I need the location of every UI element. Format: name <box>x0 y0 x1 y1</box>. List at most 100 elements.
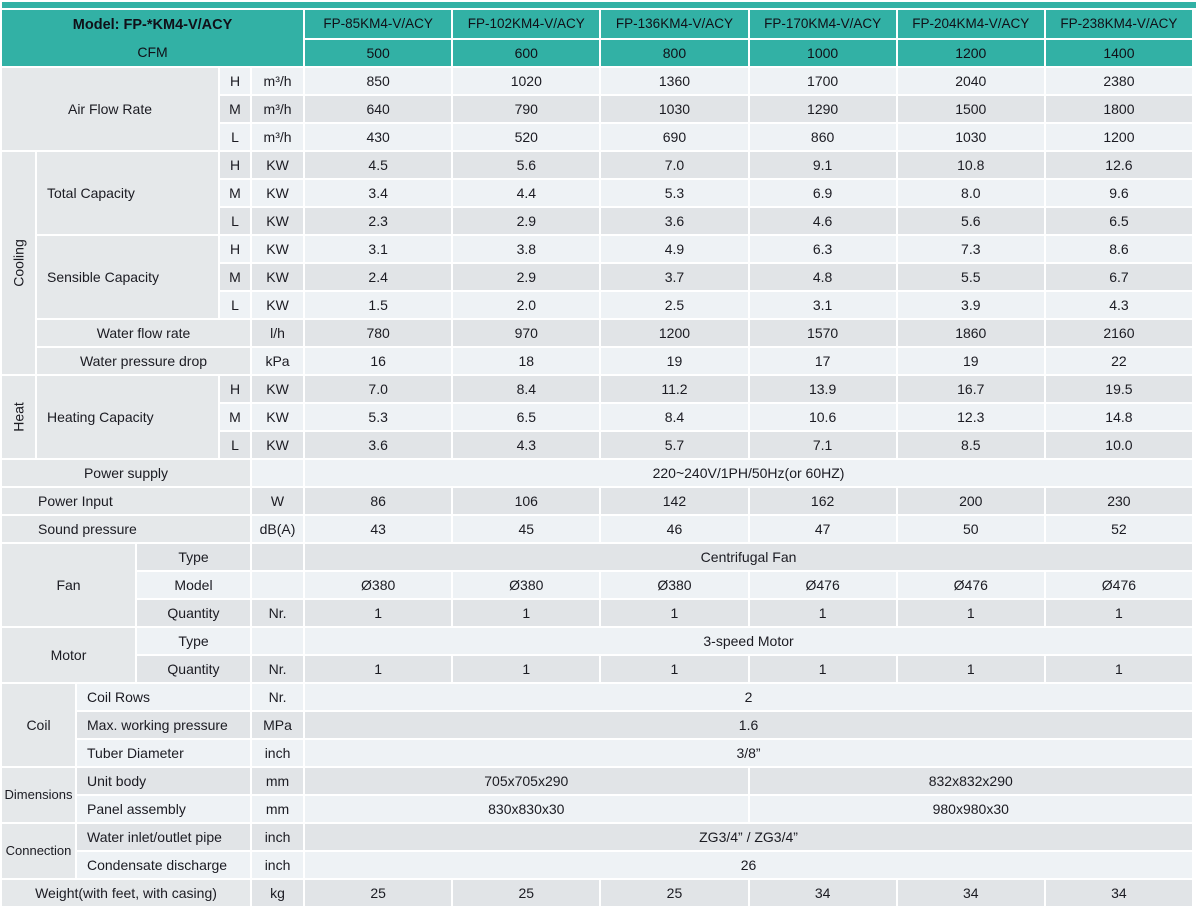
value-cell: 2160 <box>1045 320 1192 346</box>
speed-label: M <box>220 404 250 430</box>
value-cell: 3.1 <box>305 236 452 262</box>
merged-value-unit-body-large: 832x832x290 <box>749 768 1192 794</box>
value-cell: Ø476 <box>1045 572 1192 598</box>
unit-label: l/h <box>252 320 304 346</box>
value-cell: 1 <box>897 656 1044 682</box>
merged-value-inlet-pipe: ZG3/4” / ZG3/4” <box>305 824 1192 850</box>
value-cell: 850 <box>305 68 452 94</box>
unit-label: KW <box>252 208 304 234</box>
value-cell: 3.1 <box>749 292 896 318</box>
sub-label-coil-pressure: Max. working pressure <box>77 712 250 738</box>
row-heating-l: L KW 3.6 4.3 5.7 7.1 8.5 10.0 <box>2 432 1192 458</box>
cfm-value: 1200 <box>897 40 1044 66</box>
value-cell: 52 <box>1045 516 1192 542</box>
value-cell: 2.0 <box>453 292 600 318</box>
speed-label: H <box>220 152 250 178</box>
sub-label-coil-rows: Coil Rows <box>77 684 250 710</box>
value-cell: 25 <box>305 880 452 906</box>
value-cell: 12.6 <box>1045 152 1192 178</box>
unit-label: KW <box>252 376 304 402</box>
value-cell: 7.0 <box>601 152 748 178</box>
merged-value-condensate: 26 <box>305 852 1192 878</box>
value-cell: 4.4 <box>453 180 600 206</box>
section-label-water-flow: Water flow rate <box>37 320 250 346</box>
sub-label-inlet-pipe: Water inlet/outlet pipe <box>77 824 250 850</box>
section-label-coil: Coil <box>2 684 75 766</box>
unit-label: Nr. <box>252 684 304 710</box>
header-row-cfm: 500 600 800 1000 1200 1400 <box>2 40 1192 66</box>
value-cell: 1 <box>1045 600 1192 626</box>
speed-label: H <box>220 236 250 262</box>
cfm-header-label: CFM <box>137 44 168 61</box>
unit-label: Nr. <box>252 600 304 626</box>
group-label-heat: Heat <box>2 376 35 458</box>
value-cell: 13.9 <box>749 376 896 402</box>
value-cell: 22 <box>1045 348 1192 374</box>
unit-label: KW <box>252 404 304 430</box>
row-weight: Weight(with feet, with casing) kg 25 25 … <box>2 880 1192 906</box>
value-cell: 520 <box>453 124 600 150</box>
row-airflow-m: M m³/h 640 790 1030 1290 1500 1800 <box>2 96 1192 122</box>
merged-value-motor-type: 3-speed Motor <box>305 628 1192 654</box>
unit-label-empty <box>252 544 304 570</box>
speed-label: L <box>220 292 250 318</box>
value-cell: 1700 <box>749 68 896 94</box>
value-cell: 1800 <box>1045 96 1192 122</box>
unit-label: KW <box>252 236 304 262</box>
unit-label-empty <box>252 572 304 598</box>
unit-label: KW <box>252 152 304 178</box>
unit-label: m³/h <box>252 124 304 150</box>
speed-label: M <box>220 96 250 122</box>
value-cell: 46 <box>601 516 748 542</box>
unit-label: inch <box>252 740 304 766</box>
row-sound-pressure: Sound pressure dB(A) 43 45 46 47 50 52 <box>2 516 1192 542</box>
value-cell: 3.8 <box>453 236 600 262</box>
value-cell: 6.5 <box>453 404 600 430</box>
row-dimensions-panel: Panel assembly mm 830x830x30 980x980x30 <box>2 796 1192 822</box>
value-cell: 7.3 <box>897 236 1044 262</box>
value-cell: 9.1 <box>749 152 896 178</box>
value-cell: 47 <box>749 516 896 542</box>
value-cell: 1200 <box>1045 124 1192 150</box>
value-cell: 5.6 <box>453 152 600 178</box>
value-cell: 2.9 <box>453 208 600 234</box>
value-cell: 16 <box>305 348 452 374</box>
value-cell: 34 <box>1045 880 1192 906</box>
cfm-value: 1000 <box>749 40 896 66</box>
unit-label: KW <box>252 292 304 318</box>
sub-label-panel-assembly: Panel assembly <box>77 796 250 822</box>
section-label-sensible-capacity: Sensible Capacity <box>37 236 218 318</box>
unit-label: inch <box>252 852 304 878</box>
value-cell: 142 <box>601 488 748 514</box>
value-cell: 45 <box>453 516 600 542</box>
column-header-model: FP-170KM4-V/ACY <box>749 10 896 38</box>
value-cell: 1 <box>1045 656 1192 682</box>
row-airflow-l: L m³/h 430 520 690 860 1030 1200 <box>2 124 1192 150</box>
column-header-model: FP-85KM4-V/ACY <box>305 10 452 38</box>
value-cell: 430 <box>305 124 452 150</box>
value-cell: 1 <box>749 656 896 682</box>
value-cell: 970 <box>453 320 600 346</box>
unit-label: dB(A) <box>252 516 304 542</box>
cfm-value: 1400 <box>1045 40 1192 66</box>
speed-label: H <box>220 68 250 94</box>
speed-label: M <box>220 180 250 206</box>
value-cell: 690 <box>601 124 748 150</box>
unit-label-empty <box>252 628 304 654</box>
unit-label: KW <box>252 264 304 290</box>
row-dimensions-unit-body: Dimensions Unit body mm 705x705x290 832x… <box>2 768 1192 822</box>
row-fan-model: Model Ø380 Ø380 Ø380 Ø476 Ø476 Ø476 <box>2 572 1192 598</box>
value-cell: 6.9 <box>749 180 896 206</box>
value-cell: 19.5 <box>1045 376 1192 402</box>
row-power-supply: Power supply 220~240V/1PH/50Hz(or 60HZ) <box>2 460 1192 486</box>
section-label-motor: Motor <box>2 628 135 682</box>
value-cell: 25 <box>453 880 600 906</box>
row-heating-h: Heat Heating Capacity H KW 7.0 8.4 11.2 … <box>2 376 1192 458</box>
speed-label: H <box>220 376 250 402</box>
row-airflow-h: Air Flow Rate H m³/h 850 1020 1360 1700 … <box>2 68 1192 150</box>
value-cell: 3.6 <box>601 208 748 234</box>
row-cooling-sensible-l: L KW 1.5 2.0 2.5 3.1 3.9 4.3 <box>2 292 1192 318</box>
value-cell: 16.7 <box>897 376 1044 402</box>
sub-label-unit-body: Unit body <box>77 768 250 794</box>
sub-label-condensate: Condensate discharge <box>77 852 250 878</box>
